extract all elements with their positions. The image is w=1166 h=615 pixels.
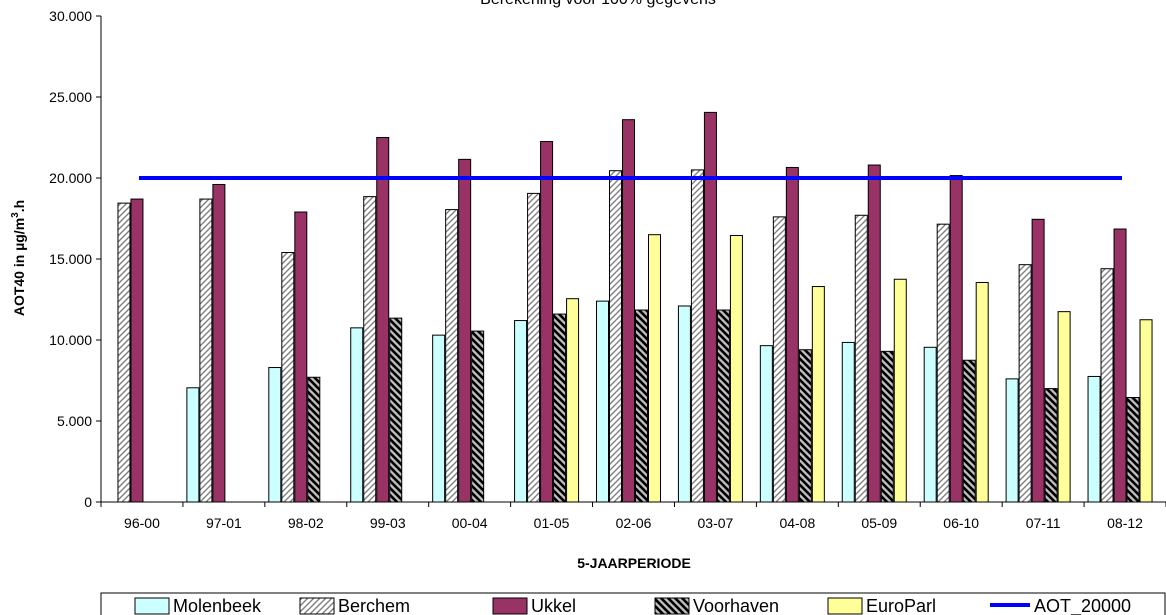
y-tick-label: 30.000 [49, 8, 92, 24]
legend-label-molenbeek: Molenbeek [173, 596, 262, 615]
bar-berchem-02-06 [609, 170, 622, 503]
y-tick-label: 25.000 [49, 89, 92, 105]
x-tick-label: 06-10 [943, 515, 979, 531]
x-tick-label: 00-04 [452, 515, 488, 531]
bar-berchem-99-03 [363, 196, 377, 503]
legend-label-ukkel: Ukkel [531, 596, 576, 615]
bar-ukkel-04-08 [785, 166, 799, 503]
bar-ukkel-05-09 [867, 164, 881, 503]
legend: Molenbeek Berchem Ukkel Voorhaven EuroParl AO… [100, 592, 1166, 615]
bar-ukkel-06-10 [949, 175, 963, 503]
bar-europarl-05-09 [893, 278, 907, 503]
chart-title: Berekening voor 100% gegevens [480, 0, 716, 8]
y-tick-label: 0 [84, 494, 92, 510]
x-tick-label: 98-02 [288, 515, 324, 531]
bar-voorhaven-04-08 [798, 349, 812, 503]
x-tick-label: 04-08 [779, 515, 815, 531]
legend-swatch-ukkel [492, 597, 528, 615]
bar-molenbeek-07-11 [1005, 378, 1019, 503]
x-axis-title: 5-JAARPERIODE [577, 555, 691, 571]
bar-ukkel-01-05 [540, 141, 554, 503]
bar-berchem-00-04 [445, 209, 459, 503]
bar-berchem-01-05 [527, 192, 541, 503]
legend-box [100, 592, 1166, 615]
bar-ukkel-07-11 [1031, 218, 1045, 503]
y-tick-label: 5.000 [57, 413, 92, 429]
bar-molenbeek-01-05 [514, 320, 528, 503]
bar-berchem-05-09 [854, 214, 868, 503]
bar-molenbeek-05-09 [841, 341, 855, 503]
x-tick-label: 01-05 [534, 515, 570, 531]
bar-molenbeek-00-04 [432, 334, 446, 503]
bar-voorhaven-01-05 [553, 313, 567, 503]
bar-molenbeek-06-10 [923, 346, 937, 503]
y-tick-label: 10.000 [49, 332, 92, 348]
bar-molenbeek-08-12 [1087, 375, 1101, 503]
bar-berchem-97-01 [199, 198, 213, 503]
bar-berchem-96-00 [117, 202, 131, 503]
legend-swatch-berchem [299, 597, 335, 615]
bar-europarl-08-12 [1139, 319, 1153, 503]
y-tick-label: 20.000 [49, 170, 92, 186]
bar-europarl-07-11 [1057, 311, 1071, 503]
bar-berchem-06-10 [936, 223, 950, 503]
legend-label-voorhaven: Voorhaven [693, 596, 779, 615]
bar-europarl-06-10 [975, 281, 989, 503]
x-tick-label: 99-03 [370, 515, 406, 531]
bar-molenbeek-98-02 [268, 367, 282, 503]
bar-ukkel-98-02 [294, 211, 308, 503]
bar-europarl-04-08 [811, 286, 825, 503]
bar-molenbeek-99-03 [350, 327, 364, 503]
bar-berchem-03-07 [690, 169, 704, 503]
bar-voorhaven-03-07 [716, 309, 730, 503]
x-tick-label: 97-01 [206, 515, 242, 531]
bar-voorhaven-98-02 [307, 376, 321, 503]
y-axis-title-sup: 3 [10, 212, 21, 218]
bar-ukkel-97-01 [212, 183, 226, 503]
x-tick-label: 07-11 [1026, 515, 1061, 531]
bar-voorhaven-06-10 [962, 359, 976, 503]
bar-molenbeek-97-01 [186, 387, 200, 503]
bar-molenbeek-03-07 [677, 305, 691, 503]
y-axis-title: AOT40 in µg/m3.h [10, 200, 27, 316]
bar-molenbeek-04-08 [759, 345, 773, 503]
legend-label-aot-20000: AOT_20000 [1034, 596, 1131, 615]
legend-label-europarl: EuroParl [866, 596, 936, 615]
bar-ukkel-99-03 [376, 137, 390, 503]
legend-swatch-voorhaven [654, 597, 690, 615]
legend-swatch-molenbeek [134, 597, 170, 615]
legend-label-berchem: Berchem [338, 596, 410, 615]
y-tick-label: 15.000 [49, 251, 92, 267]
legend-swatch-europarl [827, 597, 863, 615]
bar-voorhaven-05-09 [880, 350, 894, 503]
bar-europarl-01-05 [566, 298, 580, 503]
bar-ukkel-03-07 [703, 111, 717, 503]
bar-europarl-02-06 [648, 234, 661, 503]
bar-berchem-07-11 [1018, 264, 1032, 503]
bar-voorhaven-02-06 [635, 309, 648, 503]
bar-ukkel-96-00 [130, 198, 144, 503]
bar-ukkel-02-06 [622, 119, 635, 503]
bar-voorhaven-99-03 [389, 317, 403, 503]
bar-berchem-98-02 [281, 252, 295, 503]
bar-voorhaven-00-04 [471, 330, 485, 503]
x-tick-label: 96-00 [124, 515, 160, 531]
x-tick-label: 03-07 [698, 515, 734, 531]
bar-europarl-03-07 [729, 235, 743, 503]
bar-berchem-08-12 [1100, 268, 1114, 503]
x-tick-label: 08-12 [1107, 515, 1143, 531]
bar-voorhaven-08-12 [1126, 397, 1140, 503]
x-tick-label: 02-06 [616, 515, 652, 531]
x-tick-label: 05-09 [861, 515, 897, 531]
bar-molenbeek-02-06 [596, 300, 609, 503]
bar-ukkel-08-12 [1113, 228, 1127, 503]
y-axis-title-tail: .h [11, 200, 27, 212]
bar-ukkel-00-04 [458, 158, 472, 503]
bar-voorhaven-07-11 [1044, 388, 1058, 503]
bar-berchem-04-08 [772, 216, 786, 503]
y-axis-title-main: AOT40 in µg/m [11, 218, 27, 316]
plot-area: 0 5.000 10.000 15.000 20.000 25.000 30.000 96-0… [49, 8, 1166, 531]
